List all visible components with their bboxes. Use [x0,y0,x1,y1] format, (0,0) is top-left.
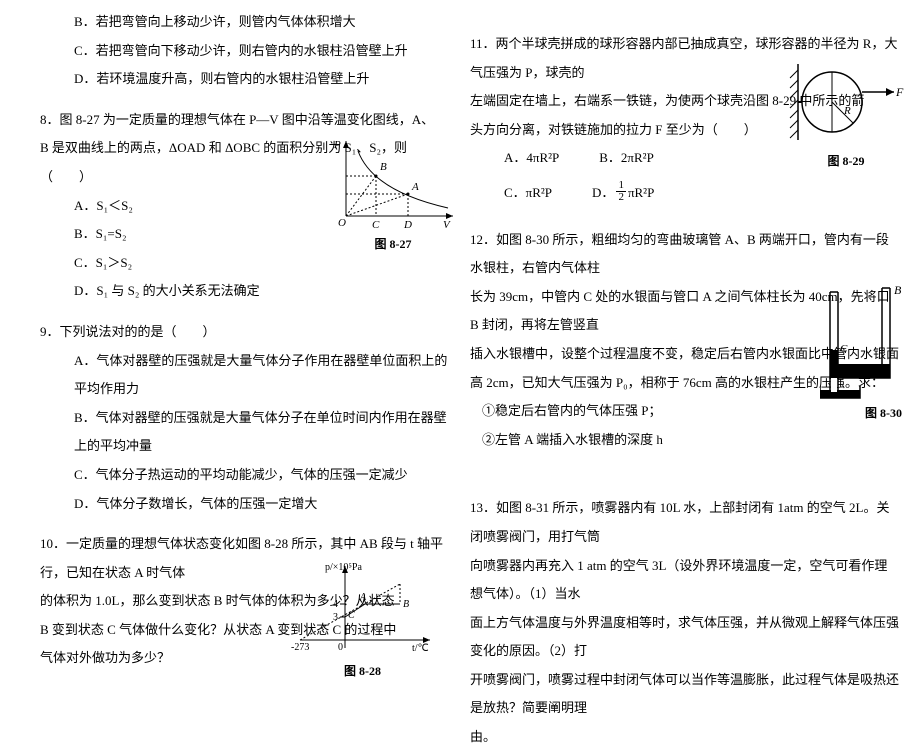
q9-opt-b: B．气体对器壁的压强就是大量气体分子在单位时间内作用在器壁上的平均冲量 [40,404,450,461]
q11-d-pre: D． [592,185,614,200]
q11-R: R [843,105,851,117]
q8-opt-d: D．S₁ 与 S₂ 的大小关系无法确定 [40,277,450,306]
q8-B: B [380,161,387,173]
q10-caption: 图 8-28 [290,658,435,684]
q7-options: B．若把弯管向上移动少许，则管内气体体积增大 C．若把弯管向下移动少许，则右管内… [40,8,450,94]
q13: 13．如图 8-31 所示，喷雾器内有 10L 水，上部封闭有 1atm 的空气… [470,494,900,751]
q10-y4: 4 [333,599,338,610]
q7-opt-c: C．若把弯管向下移动少许，则右管内的水银柱沿管壁上升 [40,37,450,66]
q11-opt-d: D．12πR²P [592,179,654,208]
q10-x0: -273 [291,642,309,653]
q8-A: A [411,181,419,193]
q10-x1: 0 [338,642,343,653]
q11-opt-a: A．4πR²P [504,144,559,173]
q10-figure: 4 3 -273 0 A B C p/×10⁵Pa t/℃ 图 8-28 [290,558,435,684]
q10-y3: 3 [333,612,338,623]
q8-stem-1: 8．图 8-27 为一定质量的理想气体在 P—V 图中沿等温变化图线，A、 [40,106,450,135]
q11-opt-c: C．πR²P [504,179,552,208]
q12-C: C [840,343,848,355]
q9-opt-c: C．气体分子热运动的平均动能减少，气体的压强一定减少 [40,461,450,490]
q12-s6: ②左管 A 端插入水银槽的深度 h [470,426,900,455]
q8-V: V [443,219,451,231]
q12-s1: 12．如图 8-30 所示，粗细均匀的弯曲玻璃管 A、B 两端开口，管内有一段水… [470,226,900,283]
q12-svg: B C [820,282,906,400]
q8-figure: O B A C D V P 图 8-27 [328,136,458,257]
q8: 8．图 8-27 为一定质量的理想气体在 P—V 图中沿等温变化图线，A、 B … [40,106,450,306]
q12: 12．如图 8-30 所示，粗细均匀的弯曲玻璃管 A、B 两端开口，管内有一段水… [470,226,900,455]
q7-opt-d: D．若环境温度升高，则右管内的水银柱沿管壁上升 [40,65,450,94]
q13-s3: 面上方气体温度与外界温度相等时，求气体压强，并从微观上解释气体压强变化的原因。（… [470,609,900,666]
q11-opt-b: B．2πR²P [599,144,654,173]
q13-s2: 向喷雾器内再充入 1 atm 的空气 3L（设外界环境温度一定，空气可看作理想气… [470,552,900,609]
q11-svg: R F [786,56,906,148]
q10-svg: 4 3 -273 0 A B C p/×10⁵Pa t/℃ [290,558,435,658]
q8-O: O [338,217,346,229]
q13-s4: 开喷雾阀门，喷雾过程中封闭气体可以当作等温膨胀，此过程气体是吸热还是放热？简要阐… [470,666,900,723]
q12-caption: 图 8-30 [820,400,906,426]
q8-svg: O B A C D V P [328,136,458,231]
q9-opt-d: D．气体分子数增长，气体的压强一定增大 [40,490,450,519]
q7-opt-b: B．若把弯管向上移动少许，则管内气体体积增大 [40,8,450,37]
q9-opt-a: A．气体对器壁的压强就是大量气体分子作用在器壁单位面积上的平均作用力 [40,347,450,404]
q9: 9．下列说法对的的是（ ） A．气体对器壁的压强就是大量气体分子作用在器壁单位面… [40,318,450,518]
q8-P: P [333,139,341,151]
q10-ylabel: p/×10⁵Pa [325,562,362,573]
q12-figure: B C 图 8-30 [820,282,906,426]
q13-s1: 13．如图 8-31 所示，喷雾器内有 10L 水，上部封闭有 1atm 的空气… [470,494,900,551]
q11: 11．两个半球壳拼成的球形容器内部已抽成真空，球形容器的半径为 R，大气压强为 … [470,30,900,208]
q9-stem: 9．下列说法对的的是（ ） [40,318,450,347]
q10-C: C [348,610,355,621]
q8-C: C [372,219,380,231]
q8-caption: 图 8-27 [328,231,458,257]
q11-figure: R F 图 8-29 [786,56,906,174]
q8-D: D [403,219,412,231]
q11-F: F [895,85,904,99]
q12-B: B [894,283,902,297]
q11-caption: 图 8-29 [786,148,906,174]
q10: 10．一定质量的理想气体状态变化如图 8-28 所示，其中 AB 段与 t 轴平… [40,530,450,673]
q13-s5: 由。 [470,723,900,752]
q10-B: B [403,599,409,610]
q10-A: A [359,592,367,603]
q11-d-post: πR²P [628,185,654,200]
